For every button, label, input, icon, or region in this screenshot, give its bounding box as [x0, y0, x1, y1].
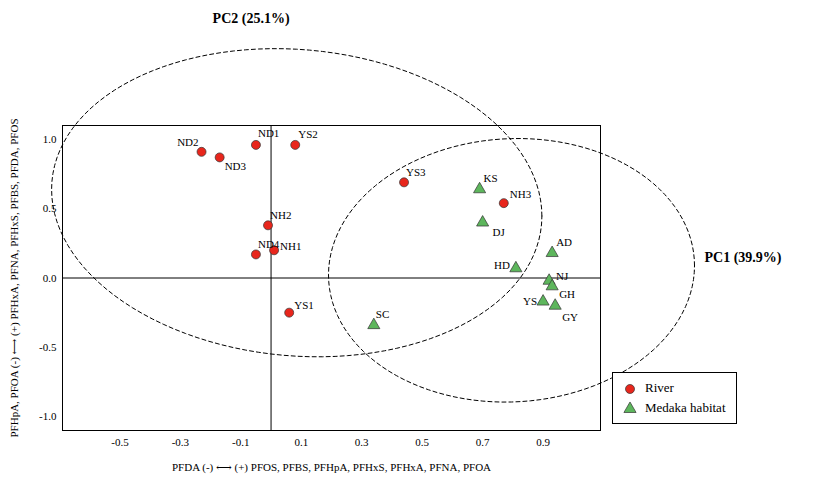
svg-text:1.0: 1.0	[43, 133, 57, 145]
svg-text:ND2: ND2	[177, 136, 198, 148]
svg-text:ND1: ND1	[258, 127, 279, 139]
svg-text:NH3: NH3	[510, 188, 532, 200]
svg-text:0.1: 0.1	[294, 436, 308, 448]
svg-text:YS2: YS2	[298, 128, 318, 140]
svg-text:ND3: ND3	[225, 160, 247, 172]
svg-text:0.9: 0.9	[536, 436, 550, 448]
svg-text:0.0: 0.0	[43, 272, 57, 284]
svg-text:DJ: DJ	[493, 226, 506, 238]
svg-text:0.7: 0.7	[476, 436, 490, 448]
svg-text:AD: AD	[556, 236, 572, 248]
svg-text:-0.1: -0.1	[232, 436, 249, 448]
svg-text:SC: SC	[376, 308, 389, 320]
svg-text:NH2: NH2	[270, 209, 291, 221]
svg-text:-0.5: -0.5	[111, 436, 129, 448]
svg-text:PFDA (-) ⟷ (+) PFOS, PFBS, PFH: PFDA (-) ⟷ (+) PFOS, PFBS, PFHpA, PFHxS,…	[172, 461, 491, 474]
svg-text:NJ: NJ	[556, 270, 569, 282]
html-text:River: River	[645, 380, 674, 395]
svg-text:PFHpA, PFOA (-) ⟷ (+) PFHxA, P: PFHpA, PFOA (-) ⟷ (+) PFHxA, PFNA, PFHxS…	[8, 118, 21, 437]
svg-text:0.3: 0.3	[355, 436, 369, 448]
svg-text:-0.3: -0.3	[172, 436, 190, 448]
svg-text:GH: GH	[559, 288, 575, 300]
svg-text:GY: GY	[562, 311, 578, 323]
svg-text:-1.0: -1.0	[39, 410, 57, 422]
svg-text:0.5: 0.5	[415, 436, 429, 448]
svg-text:NH1: NH1	[280, 240, 301, 252]
html-text:Medaka habitat: Medaka habitat	[645, 400, 726, 415]
svg-text:0.5: 0.5	[42, 202, 57, 215]
svg-text:ND4: ND4	[258, 238, 280, 250]
svg-text:KS: KS	[484, 172, 498, 184]
svg-text:YS3: YS3	[406, 166, 426, 178]
svg-text:-0.5: -0.5	[39, 341, 57, 353]
svg-text:YS1: YS1	[294, 299, 314, 311]
svg-text:PC2 (25.1%): PC2 (25.1%)	[213, 11, 290, 27]
svg-text:YS: YS	[523, 295, 537, 307]
svg-text:PC1 (39.9%): PC1 (39.9%)	[705, 250, 782, 266]
svg-text:HD: HD	[494, 259, 510, 271]
